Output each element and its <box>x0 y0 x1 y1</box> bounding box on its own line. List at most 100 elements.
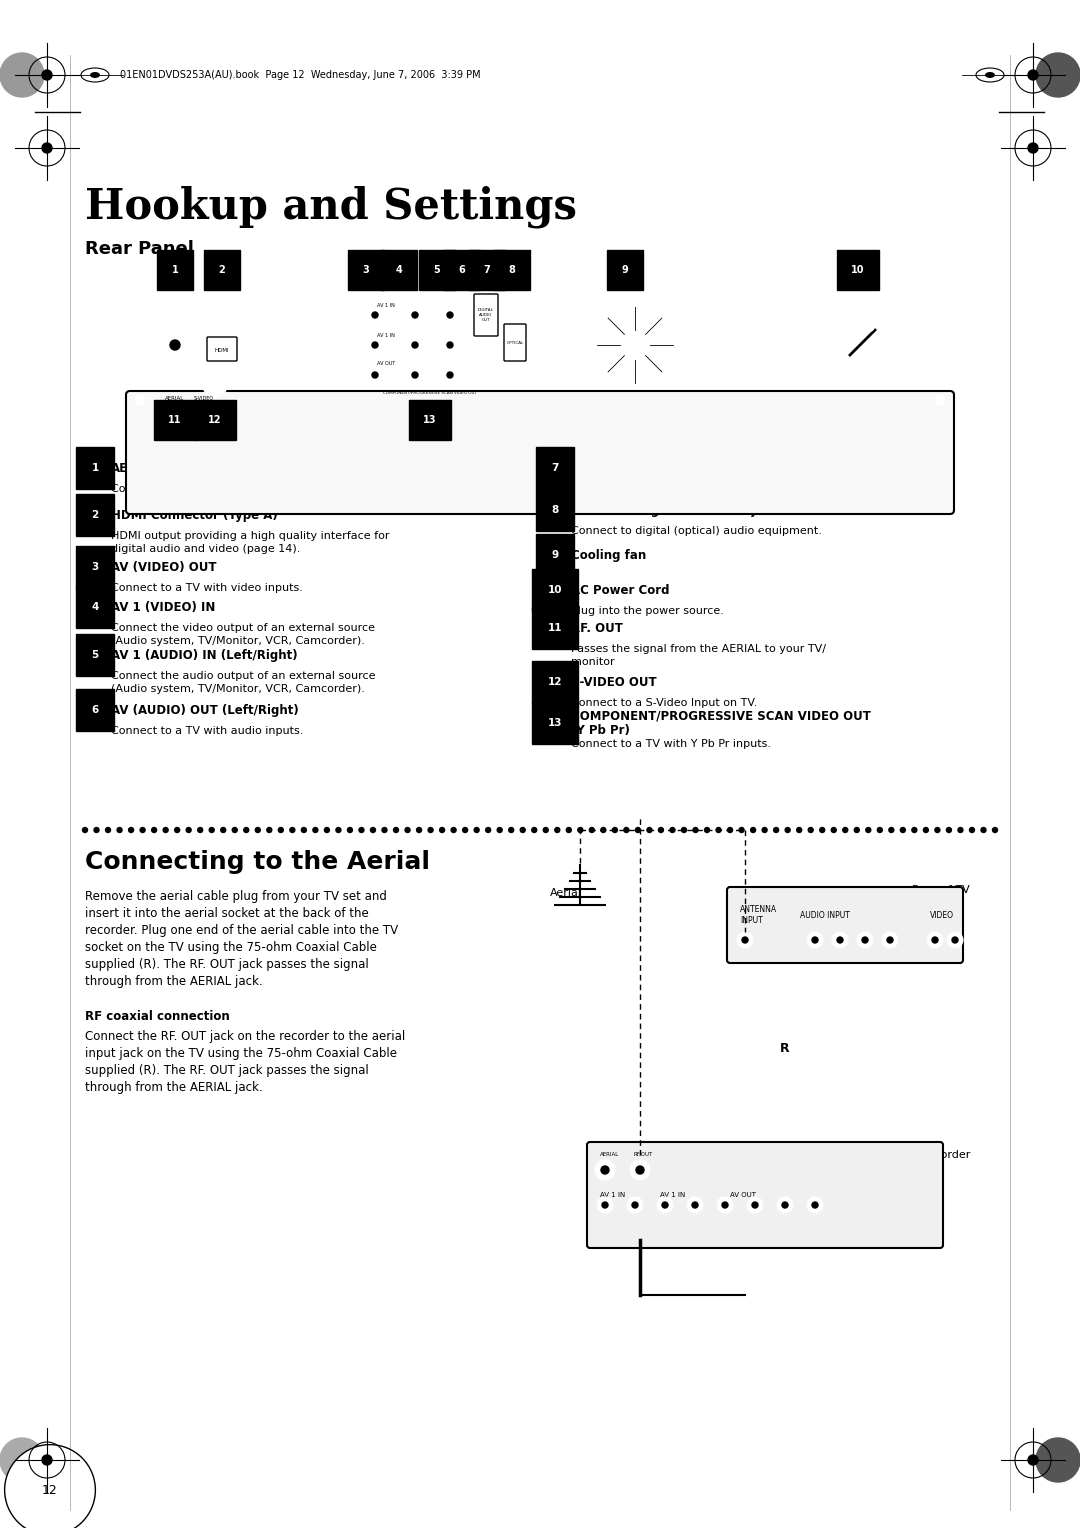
Text: AV 1 IN: AV 1 IN <box>660 1192 685 1198</box>
Circle shape <box>367 367 383 384</box>
Text: 5: 5 <box>434 264 441 275</box>
Circle shape <box>42 144 52 153</box>
Text: Connecting to the Aerial: Connecting to the Aerial <box>85 850 430 874</box>
Circle shape <box>129 828 134 833</box>
Circle shape <box>313 828 318 833</box>
Text: Connect to a TV with video inputs.: Connect to a TV with video inputs. <box>111 584 302 593</box>
Text: ANTENNA
INPUT: ANTENNA INPUT <box>740 905 778 924</box>
Text: AV (VIDEO) OUT: AV (VIDEO) OUT <box>111 561 216 573</box>
Text: 7: 7 <box>484 264 490 275</box>
Circle shape <box>602 1203 608 1209</box>
Text: AERIAL: AERIAL <box>165 396 185 400</box>
Text: 12: 12 <box>548 677 563 688</box>
Circle shape <box>751 828 756 833</box>
Text: COAXIAL (Digital audio out jack): COAXIAL (Digital audio out jack) <box>571 461 785 475</box>
Circle shape <box>175 828 179 833</box>
Circle shape <box>807 932 823 947</box>
Text: Plug into the power source.: Plug into the power source. <box>571 607 724 616</box>
Text: 2: 2 <box>92 510 98 520</box>
Circle shape <box>42 1455 52 1465</box>
Circle shape <box>135 396 145 405</box>
Circle shape <box>578 828 583 833</box>
Circle shape <box>635 828 640 833</box>
Text: AV 1 (AUDIO) IN (Left/Right): AV 1 (AUDIO) IN (Left/Right) <box>111 648 298 662</box>
Circle shape <box>597 1196 613 1213</box>
Circle shape <box>593 303 677 387</box>
Text: Cooling fan: Cooling fan <box>571 549 646 561</box>
Text: Connect to digital (coaxial) audio equipment.: Connect to digital (coaxial) audio equip… <box>571 484 824 494</box>
Text: HDMI output providing a high quality interface for
digital audio and video (page: HDMI output providing a high quality int… <box>111 532 390 555</box>
Circle shape <box>428 828 433 833</box>
Text: 4: 4 <box>395 264 403 275</box>
Text: OPTICAL (Digital audio out jack): OPTICAL (Digital audio out jack) <box>571 504 784 516</box>
Circle shape <box>927 932 943 947</box>
Circle shape <box>812 1203 818 1209</box>
Circle shape <box>289 828 295 833</box>
FancyBboxPatch shape <box>474 293 498 336</box>
Circle shape <box>348 828 352 833</box>
Text: Aerial: Aerial <box>550 888 582 898</box>
Circle shape <box>935 396 945 405</box>
FancyBboxPatch shape <box>504 324 526 361</box>
Circle shape <box>417 828 421 833</box>
Circle shape <box>474 828 480 833</box>
Circle shape <box>820 828 825 833</box>
Text: 12: 12 <box>42 1484 58 1496</box>
Text: S-VIDEO OUT: S-VIDEO OUT <box>571 675 657 689</box>
Text: Passes the signal from the AERIAL to your TV/
monitor: Passes the signal from the AERIAL to you… <box>571 643 826 668</box>
Text: AERIAL: AERIAL <box>600 1152 619 1158</box>
Text: OPTICAL: OPTICAL <box>507 341 524 345</box>
Text: COMPONENT/PROGRESSIVE SCAN VIDEO OUT: COMPONENT/PROGRESSIVE SCAN VIDEO OUT <box>383 391 477 396</box>
Circle shape <box>497 828 502 833</box>
Circle shape <box>42 70 52 79</box>
Circle shape <box>704 828 710 833</box>
Text: AERIAL: AERIAL <box>111 461 159 475</box>
Circle shape <box>135 280 145 290</box>
Text: Rear Panel: Rear Panel <box>85 240 194 258</box>
Circle shape <box>161 332 189 359</box>
Circle shape <box>170 341 180 350</box>
Circle shape <box>595 1160 615 1180</box>
Text: DIGITAL
AUDIO
OUT: DIGITAL AUDIO OUT <box>478 309 494 321</box>
Circle shape <box>832 828 836 833</box>
Circle shape <box>785 828 791 833</box>
Circle shape <box>447 312 453 318</box>
Circle shape <box>681 828 687 833</box>
FancyBboxPatch shape <box>588 1141 943 1248</box>
Circle shape <box>407 307 423 322</box>
Text: AV OUT: AV OUT <box>730 1192 756 1198</box>
Circle shape <box>923 828 929 833</box>
Circle shape <box>951 937 958 943</box>
Circle shape <box>244 828 248 833</box>
Text: 1: 1 <box>92 463 98 474</box>
Circle shape <box>220 828 226 833</box>
Text: Connect to a TV with audio inputs.: Connect to a TV with audio inputs. <box>111 726 303 736</box>
Circle shape <box>336 828 341 833</box>
FancyBboxPatch shape <box>207 338 237 361</box>
Circle shape <box>947 932 963 947</box>
Circle shape <box>198 828 203 833</box>
Text: Connect the RF. OUT jack on the recorder to the aerial
input jack on the TV usin: Connect the RF. OUT jack on the recorder… <box>85 1030 405 1094</box>
Circle shape <box>862 937 868 943</box>
Text: Rear of the recorder: Rear of the recorder <box>858 1151 970 1160</box>
Circle shape <box>837 937 843 943</box>
Circle shape <box>186 828 191 833</box>
Circle shape <box>737 932 753 947</box>
Circle shape <box>797 828 801 833</box>
Circle shape <box>612 828 618 833</box>
Text: 4: 4 <box>92 602 98 613</box>
Circle shape <box>600 828 606 833</box>
Ellipse shape <box>976 69 1004 83</box>
Circle shape <box>812 937 818 943</box>
Circle shape <box>411 371 418 377</box>
Text: 6: 6 <box>459 264 465 275</box>
Circle shape <box>808 828 813 833</box>
Circle shape <box>555 828 559 833</box>
Circle shape <box>151 828 157 833</box>
Text: 7: 7 <box>551 463 558 474</box>
Circle shape <box>447 342 453 348</box>
Text: 3: 3 <box>92 562 98 571</box>
Text: AV 1 IN: AV 1 IN <box>377 303 395 307</box>
Text: Hookup and Settings: Hookup and Settings <box>85 185 577 228</box>
Circle shape <box>393 828 399 833</box>
